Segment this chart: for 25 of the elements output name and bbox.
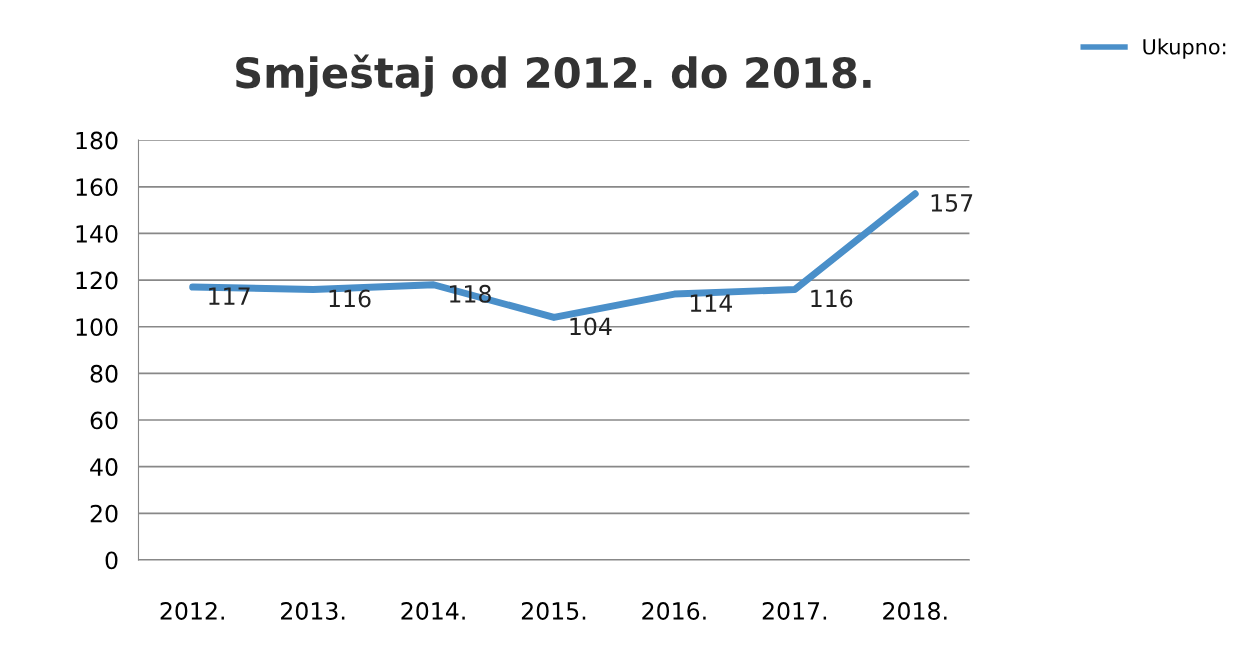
data-label: 117 [209,287,250,305]
y-tick-label: 160 [76,178,118,197]
y-tick-label: 40 [90,458,118,476]
x-tick-label: 2016. [642,602,706,620]
y-tick-label: 140 [76,224,118,243]
chart-title: Smještaj od 2012. do 2018. [236,54,871,97]
y-tick-label: 0 [105,551,118,570]
x-tick-label: 2014. [401,602,465,620]
x-tick-label: 2012. [160,602,224,620]
y-tick-label: 80 [90,364,118,383]
legend-label: Ukupno: [1143,38,1226,59]
y-tick-label: 120 [76,271,118,290]
y-tick-label: 20 [90,504,118,523]
x-tick-label: 2015. [521,602,586,620]
data-label: 114 [690,294,733,312]
y-tick-label: 180 [76,131,118,150]
data-label: 116 [811,289,853,308]
x-tick-label: 2018. [883,602,947,620]
y-tick-label: 60 [90,411,118,430]
x-tick-label: 2013. [281,602,345,620]
y-tick-label: 100 [76,318,118,337]
x-tick-label: 2017. [762,602,827,620]
data-label: 116 [329,289,371,308]
data-label: 104 [570,317,612,336]
data-label: 157 [931,194,973,212]
